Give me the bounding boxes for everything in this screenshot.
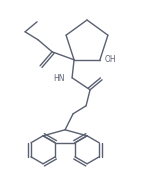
Text: HN: HN [54,74,65,83]
Text: OH: OH [105,55,117,64]
